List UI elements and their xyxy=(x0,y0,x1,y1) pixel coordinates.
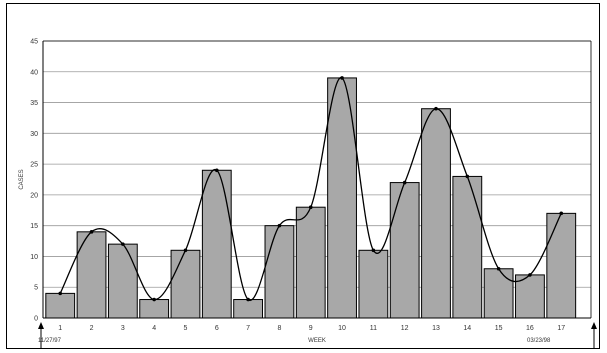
x-tick-labels: 1 2 3 4 5 6 7 8 9 10 11 12 13 14 15 16 17 xyxy=(58,325,565,332)
y-tick-label: 15 xyxy=(30,223,38,230)
bar-week-14 xyxy=(452,175,483,319)
trend-point-4 xyxy=(152,297,156,302)
bar-week-17 xyxy=(546,212,577,319)
bar-week-3 xyxy=(107,243,138,319)
axes xyxy=(42,40,592,319)
bar-week-11 xyxy=(358,249,389,319)
y-tick-labels: 0 5 10 15 20 25 30 35 40 45 xyxy=(30,39,38,323)
bar-week-15 xyxy=(483,268,514,319)
chart-frame: 0 5 10 15 20 25 30 35 40 45 1 2 3 4 5 6 7 8 9 10 11 12 13 14 15… xyxy=(6,3,600,349)
trend-point-11 xyxy=(371,248,376,253)
x-tick-label: 14 xyxy=(463,325,471,332)
y-tick-label: 5 xyxy=(34,285,38,292)
bars xyxy=(45,77,577,319)
trend-point-8 xyxy=(277,223,282,228)
x-tick-label: 4 xyxy=(152,325,156,332)
start-arrow-head xyxy=(38,322,44,329)
y-tick-label: 10 xyxy=(30,254,38,261)
y-tick-label: 45 xyxy=(30,39,38,46)
y-tick-label: 40 xyxy=(30,69,38,76)
y-tick-label: 30 xyxy=(30,131,38,138)
start-date-annotation: 11/27/97 xyxy=(38,338,62,344)
x-tick-label: 2 xyxy=(90,325,94,332)
trend-line xyxy=(58,76,564,302)
y-tick-label: 0 xyxy=(34,316,38,323)
x-tick-label: 1 xyxy=(58,325,62,332)
end-date-annotation: 03/23/98 xyxy=(527,338,551,344)
bar-week-8 xyxy=(264,225,295,319)
trend-point-16 xyxy=(528,273,532,277)
x-tick-label: 7 xyxy=(246,325,250,332)
bar-week-7 xyxy=(233,299,264,319)
x-tick-label: 16 xyxy=(526,325,534,332)
bar-week-1 xyxy=(45,292,76,319)
date-arrows xyxy=(38,322,597,348)
x-tick-label: 9 xyxy=(309,325,313,332)
bar-week-12 xyxy=(389,182,420,319)
end-arrow-head xyxy=(591,322,597,329)
trend-point-15 xyxy=(496,266,501,271)
bar-week-6 xyxy=(201,169,232,319)
trend-point-13 xyxy=(434,106,438,111)
trend-point-7 xyxy=(246,297,250,302)
y-tick-label: 25 xyxy=(30,162,38,169)
x-tick-label: 8 xyxy=(277,325,281,332)
x-tick-label: 15 xyxy=(495,325,503,332)
bar-week-4 xyxy=(139,299,170,319)
bar-week-10 xyxy=(327,77,357,319)
trend-point-6 xyxy=(214,168,219,173)
bar-week-2 xyxy=(76,231,107,319)
trend-point-12 xyxy=(402,180,407,185)
x-tick-label: 17 xyxy=(557,325,565,332)
x-tick-label: 10 xyxy=(338,325,346,332)
x-tick-label: 3 xyxy=(121,325,125,332)
bar-week-9 xyxy=(295,206,326,319)
trend-point-5 xyxy=(183,248,188,253)
bar-week-5 xyxy=(170,249,201,319)
trend-point-9 xyxy=(308,205,313,209)
trend-point-2 xyxy=(89,230,94,234)
bar-week-13 xyxy=(421,108,451,319)
trend-point-10 xyxy=(340,76,344,80)
trend-point-17 xyxy=(559,211,564,216)
y-tick-label: 35 xyxy=(30,100,38,107)
trend-point-1 xyxy=(58,291,63,296)
x-tick-label: 12 xyxy=(401,325,409,332)
x-tick-label: 6 xyxy=(215,325,219,332)
trend-point-14 xyxy=(465,174,470,179)
y-axis-label: CASES xyxy=(19,169,25,189)
x-tick-label: 5 xyxy=(184,325,188,332)
y-tick-label: 20 xyxy=(30,192,38,199)
x-tick-label: 13 xyxy=(432,325,440,332)
trend-point-3 xyxy=(121,242,125,246)
x-axis-label: WEEK xyxy=(308,338,326,344)
x-tick-label: 11 xyxy=(370,325,377,332)
